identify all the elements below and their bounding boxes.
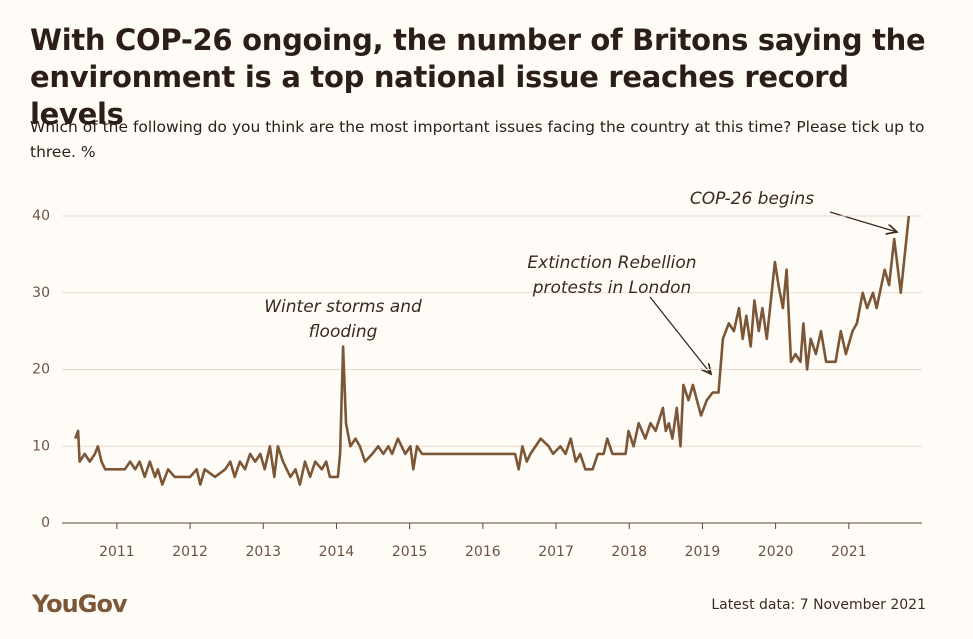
- x-tick-label: 2014: [319, 544, 355, 560]
- x-tick-label: 2018: [611, 544, 647, 560]
- x-tick-label: 2017: [538, 544, 574, 560]
- x-tick-label: 2015: [392, 544, 428, 560]
- annotation: Winter storms and: [264, 297, 422, 317]
- x-tick-label: 2013: [245, 544, 281, 560]
- y-tick-label: 30: [32, 285, 50, 301]
- annotation-arrow: [649, 296, 711, 374]
- chart-subtitle: Which of the following do you think are …: [30, 118, 925, 161]
- x-tick-label: 2020: [758, 544, 794, 560]
- chart-title: With COP-26 ongoing, the number of Brito…: [30, 23, 926, 131]
- y-tick-label: 0: [41, 515, 50, 531]
- x-tick-label: 2021: [831, 544, 867, 560]
- data-line: [73, 215, 911, 486]
- logo: YouGov: [31, 590, 128, 618]
- footnote: Latest data: 7 November 2021: [711, 597, 926, 613]
- annotation: protests in London: [532, 278, 692, 298]
- annotation: Extinction Rebellion: [527, 253, 696, 273]
- annotation: COP-26 begins: [690, 189, 814, 209]
- x-tick-label: 2016: [465, 544, 501, 560]
- y-tick-label: 10: [32, 438, 50, 454]
- annotation-arrow: [829, 211, 897, 232]
- annotation: flooding: [309, 322, 378, 342]
- x-tick-label: 2011: [99, 544, 135, 560]
- y-tick-label: 20: [32, 362, 50, 378]
- y-tick-label: 40: [32, 208, 50, 224]
- x-tick-label: 2012: [172, 544, 208, 560]
- x-tick-label: 2019: [685, 544, 721, 560]
